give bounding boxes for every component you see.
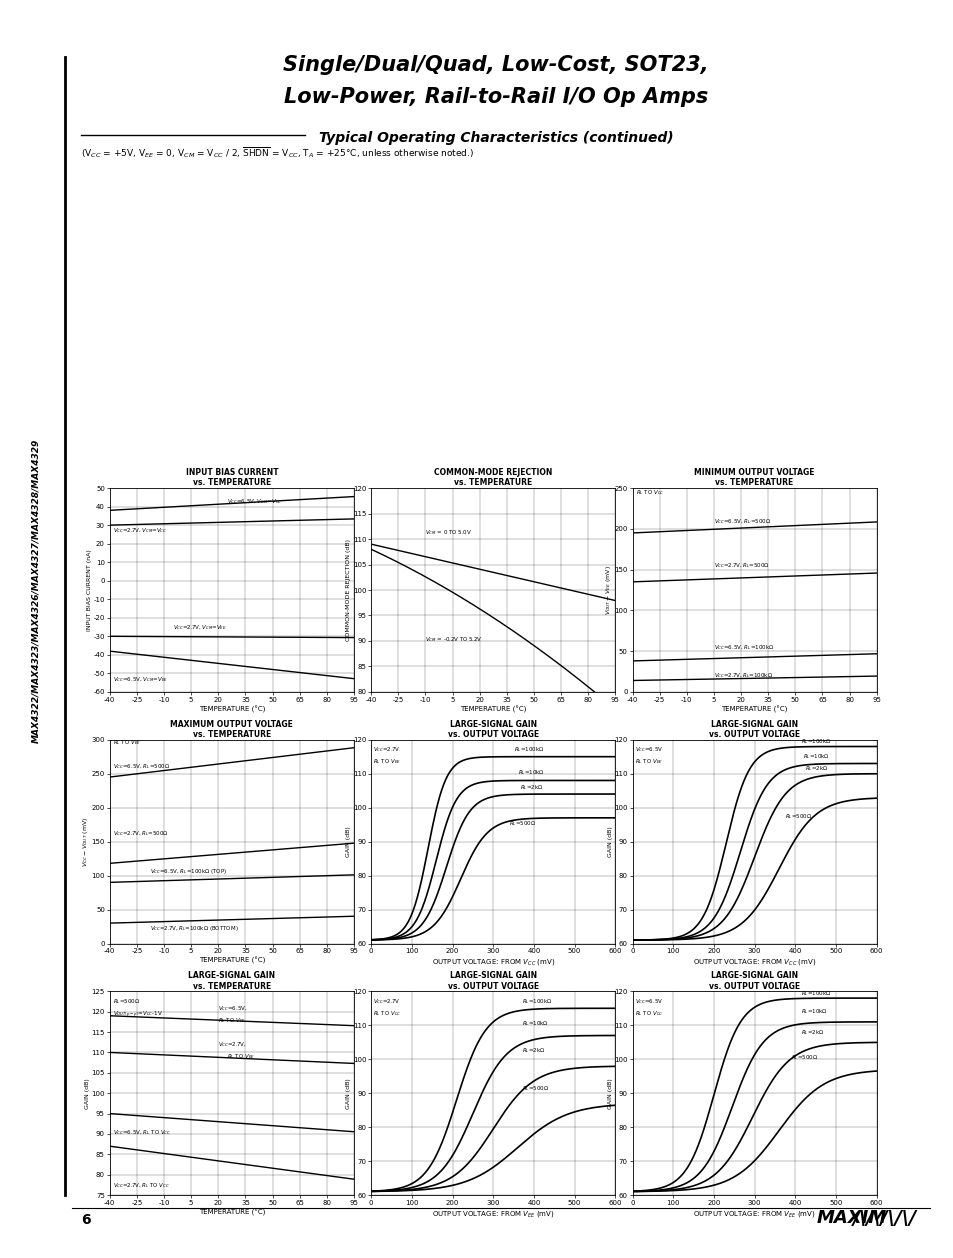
Text: $R_L$=500$\Omega$: $R_L$=500$\Omega$ (521, 1084, 548, 1093)
X-axis label: OUTPUT VOLTAGE: FROM $V_{CC}$ (mV): OUTPUT VOLTAGE: FROM $V_{CC}$ (mV) (431, 957, 555, 967)
Y-axis label: INPUT BIAS CURRENT (nA): INPUT BIAS CURRENT (nA) (87, 550, 91, 630)
X-axis label: OUTPUT VOLTAGE: FROM $V_{EE}$ (mV): OUTPUT VOLTAGE: FROM $V_{EE}$ (mV) (693, 1209, 815, 1219)
Text: $V_{CC}$=2.7V: $V_{CC}$=2.7V (373, 998, 400, 1006)
Text: $V_{CC}$=6.5V, $R_L$=100k$\Omega$ (TOP): $V_{CC}$=6.5V, $R_L$=100k$\Omega$ (TOP) (150, 867, 226, 876)
Y-axis label: GAIN (dB): GAIN (dB) (85, 1078, 90, 1108)
Y-axis label: $V_{OUT} - V_{EE}$ (mV): $V_{OUT} - V_{EE}$ (mV) (603, 565, 612, 615)
Text: MAX4322/MAX4323/MAX4326/MAX4327/MAX4328/MAX4329: MAX4322/MAX4323/MAX4326/MAX4327/MAX4328/… (31, 439, 41, 743)
Text: $V_{CC}$=6.5V, $R_L$=100k$\Omega$: $V_{CC}$=6.5V, $R_L$=100k$\Omega$ (713, 644, 773, 653)
Text: $R_L$ TO $V_{EE}$: $R_L$ TO $V_{EE}$ (634, 757, 661, 766)
Text: /\/\/\/\/: /\/\/\/\/ (852, 1209, 917, 1228)
Text: MAXIM: MAXIM (816, 1209, 886, 1227)
Text: $V_{CC}$=2.7V,: $V_{CC}$=2.7V, (218, 1040, 247, 1049)
Y-axis label: COMMON-MODE REJECTION (dB): COMMON-MODE REJECTION (dB) (346, 538, 351, 642)
X-axis label: TEMPERATURE (°C): TEMPERATURE (°C) (198, 1209, 265, 1216)
Y-axis label: GAIN (dB): GAIN (dB) (607, 1078, 612, 1108)
Y-axis label: GAIN (dB): GAIN (dB) (607, 827, 612, 857)
Text: $R_L$=2k$\Omega$: $R_L$=2k$\Omega$ (519, 782, 542, 791)
Text: $R_L$=10k$\Omega$: $R_L$=10k$\Omega$ (517, 767, 544, 776)
Text: $R_L$=500$\Omega$: $R_L$=500$\Omega$ (790, 1053, 818, 1062)
Text: $R_L$=2k$\Omega$: $R_L$=2k$\Omega$ (801, 1028, 824, 1037)
Text: $R_L$=10k$\Omega$: $R_L$=10k$\Omega$ (801, 1008, 827, 1016)
Y-axis label: GAIN (dB): GAIN (dB) (346, 1078, 351, 1108)
Text: 6: 6 (81, 1213, 91, 1227)
Title: LARGE-SIGNAL GAIN
vs. TEMPERATURE: LARGE-SIGNAL GAIN vs. TEMPERATURE (188, 971, 275, 990)
Text: $R_L$ TO $V_{CC}$: $R_L$ TO $V_{CC}$ (636, 488, 664, 497)
Text: $R_L$ TO $V_{EE}$: $R_L$ TO $V_{EE}$ (227, 1053, 255, 1062)
Text: $R_L$ TO $V_{CC}$: $R_L$ TO $V_{CC}$ (634, 1009, 662, 1018)
X-axis label: OUTPUT VOLTAGE: FROM $V_{CC}$ (mV): OUTPUT VOLTAGE: FROM $V_{CC}$ (mV) (692, 957, 816, 967)
Text: $V_{OUT(p-p)}$=$V_{CC}$-1V: $V_{OUT(p-p)}$=$V_{CC}$-1V (113, 1009, 163, 1020)
Text: $V_{CC}$=6.5V, $R_L$=500$\Omega$: $V_{CC}$=6.5V, $R_L$=500$\Omega$ (113, 762, 171, 771)
X-axis label: TEMPERATURE (°C): TEMPERATURE (°C) (198, 957, 265, 965)
X-axis label: TEMPERATURE (°C): TEMPERATURE (°C) (459, 706, 526, 713)
Title: LARGE-SIGNAL GAIN
vs. OUTPUT VOLTAGE: LARGE-SIGNAL GAIN vs. OUTPUT VOLTAGE (708, 971, 800, 990)
Y-axis label: $V_{CC} - V_{OUT}$ (mV): $V_{CC} - V_{OUT}$ (mV) (81, 816, 90, 867)
Text: $R_L$ TO $V_{CC}$: $R_L$ TO $V_{CC}$ (373, 1009, 401, 1018)
Text: $R_L$ TO $V_{EE}$: $R_L$ TO $V_{EE}$ (113, 738, 141, 747)
Text: $V_{CM}$ = -0.2V TO 5.2V: $V_{CM}$ = -0.2V TO 5.2V (425, 635, 482, 644)
Text: Single/Dual/Quad, Low-Cost, SOT23,: Single/Dual/Quad, Low-Cost, SOT23, (283, 55, 708, 75)
Title: MAXIMUM OUTPUT VOLTAGE
vs. TEMPERATURE: MAXIMUM OUTPUT VOLTAGE vs. TEMPERATURE (171, 720, 293, 738)
Text: $V_{CM}$ = 0 TO 5.0V: $V_{CM}$ = 0 TO 5.0V (425, 528, 472, 537)
Title: INPUT BIAS CURRENT
vs. TEMPERATURE: INPUT BIAS CURRENT vs. TEMPERATURE (185, 468, 278, 487)
Text: $V_{CC}$=6.5V, $R_L$=500$\Omega$: $V_{CC}$=6.5V, $R_L$=500$\Omega$ (713, 517, 770, 526)
Text: $R_L$=500$\Omega$: $R_L$=500$\Omega$ (113, 998, 140, 1006)
Title: LARGE-SIGNAL GAIN
vs. OUTPUT VOLTAGE: LARGE-SIGNAL GAIN vs. OUTPUT VOLTAGE (447, 971, 538, 990)
Text: $R_L$ TO $V_{EE}$: $R_L$ TO $V_{EE}$ (373, 757, 400, 766)
Text: $V_{CC}$=2.7V, $R_L$=100k$\Omega$ (BOTTOM): $V_{CC}$=2.7V, $R_L$=100k$\Omega$ (BOTTO… (150, 923, 238, 933)
Text: $V_{CC}$=2.7V, $V_{CM}$=$V_{CC}$: $V_{CC}$=2.7V, $V_{CM}$=$V_{CC}$ (113, 527, 168, 536)
Title: LARGE-SIGNAL GAIN
vs. OUTPUT VOLTAGE: LARGE-SIGNAL GAIN vs. OUTPUT VOLTAGE (708, 720, 800, 738)
X-axis label: TEMPERATURE (°C): TEMPERATURE (°C) (198, 706, 265, 713)
Text: Low-Power, Rail-to-Rail I/O Op Amps: Low-Power, Rail-to-Rail I/O Op Amps (284, 87, 707, 107)
Text: (V$_{CC}$ = +5V, V$_{EE}$ = 0, V$_{CM}$ = V$_{CC}$ / 2, $\overline{\rm SHDN}$ = : (V$_{CC}$ = +5V, V$_{EE}$ = 0, V$_{CM}$ … (81, 145, 474, 160)
Text: $R_L$=100k$\Omega$: $R_L$=100k$\Omega$ (521, 998, 552, 1006)
Text: $R_L$=500$\Omega$: $R_L$=500$\Omega$ (509, 819, 537, 828)
Text: $R_L$=10k$\Omega$: $R_L$=10k$\Omega$ (802, 752, 829, 761)
Title: LARGE-SIGNAL GAIN
vs. OUTPUT VOLTAGE: LARGE-SIGNAL GAIN vs. OUTPUT VOLTAGE (447, 720, 538, 738)
Text: $V_{CC}$=2.7V, $R_L$=500$\Omega$: $V_{CC}$=2.7V, $R_L$=500$\Omega$ (113, 829, 169, 838)
Text: $R_L$ TO $V_{EE}$: $R_L$ TO $V_{EE}$ (218, 1016, 246, 1025)
Text: $R_L$=100k$\Omega$: $R_L$=100k$\Omega$ (801, 737, 831, 746)
Text: $R_L$=500$\Omega$: $R_L$=500$\Omega$ (784, 811, 811, 820)
Title: MINIMUM OUTPUT VOLTAGE
vs. TEMPERATURE: MINIMUM OUTPUT VOLTAGE vs. TEMPERATURE (694, 468, 814, 487)
Text: $R_L$=100k$\Omega$: $R_L$=100k$\Omega$ (801, 989, 831, 998)
Text: $V_{CC}$=6.5V, $V_{CM}$=$V_{EE}$: $V_{CC}$=6.5V, $V_{CM}$=$V_{EE}$ (113, 674, 169, 683)
Text: $V_{CC}$=2.7V, $R_L$=100k$\Omega$: $V_{CC}$=2.7V, $R_L$=100k$\Omega$ (713, 672, 772, 681)
Title: COMMON-MODE REJECTION
vs. TEMPERATURE: COMMON-MODE REJECTION vs. TEMPERATURE (434, 468, 552, 487)
Text: $V_{CC}$=6.5V: $V_{CC}$=6.5V (634, 998, 662, 1006)
Text: $V_{CC}$=6.5V,: $V_{CC}$=6.5V, (218, 1004, 248, 1013)
Text: $V_{CC}$=2.7V, $V_{CM}$=$V_{EE}$: $V_{CC}$=2.7V, $V_{CM}$=$V_{EE}$ (172, 623, 227, 632)
Text: $R_L$=2k$\Omega$: $R_L$=2k$\Omega$ (521, 1047, 544, 1055)
X-axis label: TEMPERATURE (°C): TEMPERATURE (°C) (720, 706, 787, 713)
Text: $V_{CC}$=6.5V: $V_{CC}$=6.5V (634, 746, 662, 755)
Text: $V_{CC}$=2.7V, $R_L$=500$\Omega$: $V_{CC}$=2.7V, $R_L$=500$\Omega$ (713, 561, 769, 570)
Text: $R_L$=10k$\Omega$: $R_L$=10k$\Omega$ (521, 1019, 548, 1028)
Text: $R_L$=2k$\Omega$: $R_L$=2k$\Omega$ (804, 765, 828, 774)
Text: $V_{CC}$=6.5V, $R_L$ TO $V_{CC}$: $V_{CC}$=6.5V, $R_L$ TO $V_{CC}$ (113, 1128, 172, 1137)
Text: $V_{CC}$=2.7V, $R_L$ TO $V_{CC}$: $V_{CC}$=2.7V, $R_L$ TO $V_{CC}$ (113, 1181, 171, 1190)
Text: Typical Operating Characteristics (continued): Typical Operating Characteristics (conti… (318, 131, 673, 145)
Text: $V_{CC}$=6.5V, $V_{CM}$=$V_{CC}$: $V_{CC}$=6.5V, $V_{CM}$=$V_{CC}$ (227, 497, 283, 506)
Text: $V_{CC}$=2.7V: $V_{CC}$=2.7V (373, 746, 400, 755)
Text: $R_L$=100k$\Omega$: $R_L$=100k$\Omega$ (513, 746, 543, 755)
Y-axis label: GAIN (dB): GAIN (dB) (346, 827, 351, 857)
X-axis label: OUTPUT VOLTAGE: FROM $V_{EE}$ (mV): OUTPUT VOLTAGE: FROM $V_{EE}$ (mV) (432, 1209, 554, 1219)
